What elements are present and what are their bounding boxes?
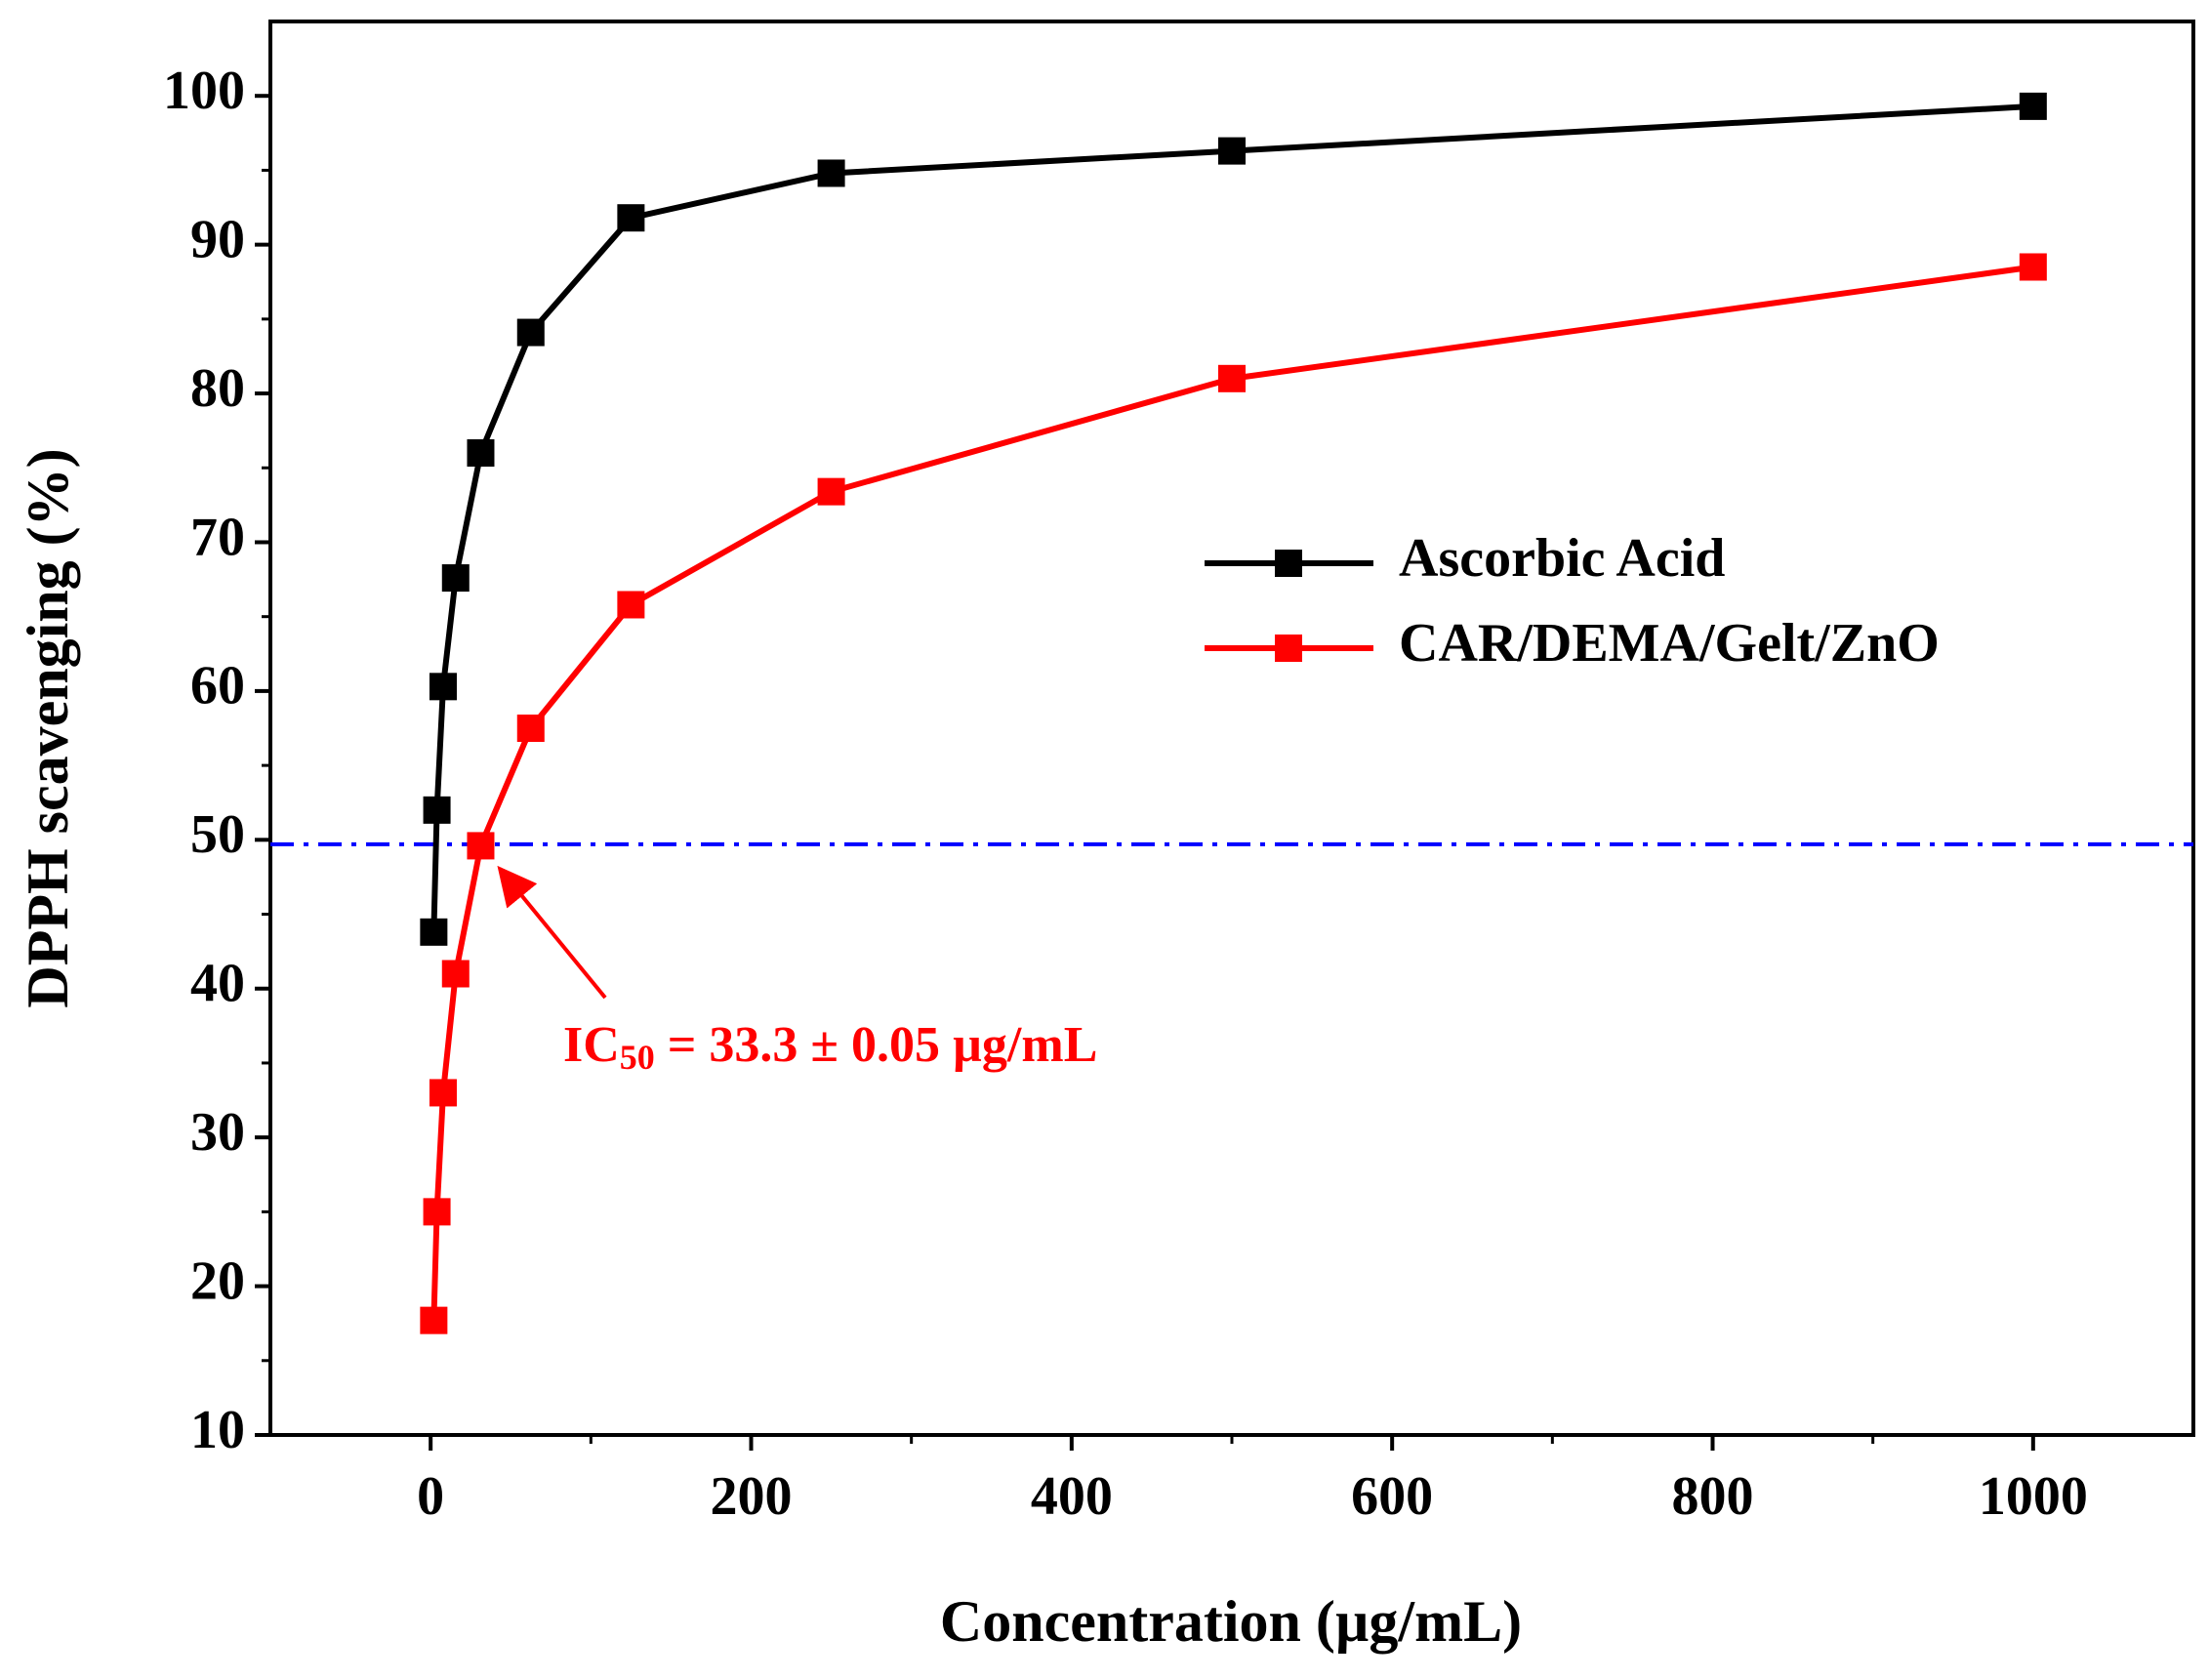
marker — [429, 673, 457, 701]
y-tick-label: 100 — [163, 61, 245, 121]
marker — [467, 832, 495, 860]
annotation-arrow — [497, 865, 607, 1000]
marker — [516, 318, 545, 347]
marker — [2019, 92, 2047, 120]
legend-marker — [1275, 550, 1302, 577]
marker — [467, 439, 495, 468]
legend-label: Ascorbic Acid — [1399, 528, 1725, 589]
series-line — [430, 264, 2034, 1321]
marker — [420, 918, 448, 946]
x-tick-label: 0 — [417, 1466, 444, 1527]
y-tick-label: 50 — [190, 804, 245, 865]
x-tick-label: 600 — [1351, 1466, 1433, 1527]
y-tick-label: 70 — [190, 507, 245, 567]
y-tick-label: 10 — [190, 1400, 245, 1460]
x-tick-label: 800 — [1672, 1466, 1754, 1527]
y-tick-label: 40 — [190, 954, 245, 1014]
x-tick-label: 1000 — [1979, 1466, 2088, 1527]
marker — [441, 960, 470, 988]
marker — [423, 796, 451, 824]
y-axis-title: DPPH scavenging (%) — [16, 448, 80, 1007]
marker — [516, 715, 545, 742]
marker — [617, 591, 645, 619]
annotation-subscript: 50 — [620, 1038, 655, 1077]
y-tick-label: 30 — [190, 1102, 245, 1163]
series-line — [430, 102, 2033, 932]
marker — [817, 477, 845, 506]
x-tick-label: 400 — [1031, 1466, 1113, 1527]
marker — [617, 204, 645, 232]
annotation: IC50 = 33.3 ± 0.05 µg/mL — [563, 1017, 1097, 1077]
y-tick-label: 20 — [190, 1250, 245, 1311]
marker — [1218, 364, 1246, 392]
annotation-text: IC — [563, 1017, 620, 1073]
x-tick-label: 200 — [711, 1466, 793, 1527]
marker — [1218, 137, 1246, 165]
plot-frame — [268, 20, 2195, 1437]
marker — [2019, 253, 2047, 281]
marker — [429, 1079, 457, 1107]
y-tick-label: 90 — [190, 209, 245, 269]
legend-marker — [1275, 635, 1302, 662]
x-axis-title: Concentration (µg/mL) — [940, 1589, 1522, 1654]
marker — [423, 1198, 451, 1226]
marker — [420, 1306, 448, 1334]
marker — [441, 564, 470, 593]
annotation-text-after: = 33.3 ± 0.05 µg/mL — [655, 1017, 1098, 1073]
y-tick-label: 60 — [190, 656, 245, 717]
legend-label: CAR/DEMA/Gelt/ZnO — [1399, 613, 1940, 674]
marker — [817, 159, 845, 187]
y-tick-label: 80 — [190, 358, 245, 419]
